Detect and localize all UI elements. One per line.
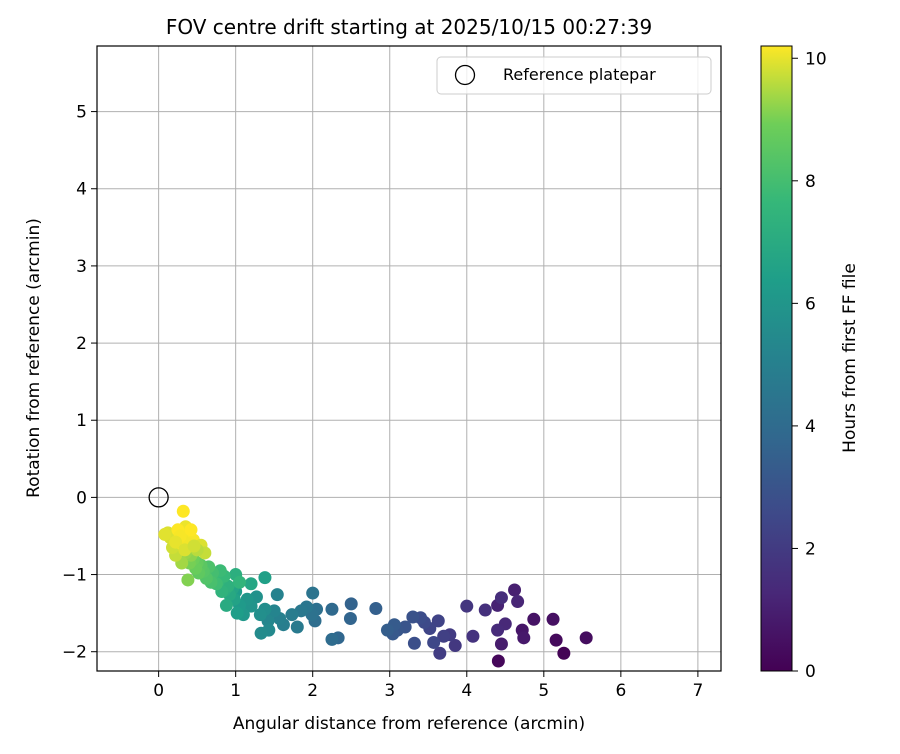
data-point [233,575,247,589]
data-point [546,612,560,626]
colorbar-tick-label: 6 [805,294,816,314]
y-axis-ticks: −2 −1 0 1 2 3 4 5 [62,103,97,663]
reference-marker [148,487,169,508]
data-point [254,626,268,640]
y-tick-label: 4 [76,180,87,200]
data-point [549,633,563,647]
data-point [406,610,420,624]
chart-title: FOV centre drift starting at 2025/10/15 … [166,15,652,39]
data-point [431,614,445,628]
data-point [244,577,258,591]
data-point [176,504,190,518]
data-point [491,623,505,637]
colorbar-tick-label: 8 [805,172,816,192]
y-tick-label: 0 [76,488,87,508]
data-point [494,637,508,651]
data-point [369,602,383,615]
x-tick-label: 7 [692,681,703,701]
colorbar-tick-label: 0 [805,662,816,682]
data-point [448,639,462,653]
reference-platepar-point [148,487,169,508]
data-point [285,608,299,622]
data-point [579,631,593,645]
data-point [169,535,183,549]
data-point [181,573,195,587]
data-point [433,646,447,660]
y-tick-label: −1 [62,566,87,586]
y-tick-label: −2 [62,643,87,663]
legend: Reference platepar [436,56,712,95]
x-axis-label: Angular distance from reference (arcmin) [233,714,585,734]
x-tick-label: 6 [615,681,626,701]
data-point [478,603,492,617]
data-point [230,606,244,620]
data-point [158,527,172,541]
data-point [270,588,284,602]
x-tick-label: 3 [384,681,395,701]
data-point [427,635,441,649]
x-tick-label: 5 [538,681,549,701]
colorbar-tick-label: 10 [805,49,827,69]
legend-label: Reference platepar [503,65,656,84]
data-point [460,599,474,613]
colorbar-ticks: 0 2 4 6 8 10 [792,49,827,682]
x-tick-label: 0 [153,681,164,701]
grid [97,46,721,671]
data-point [258,571,272,585]
data-point [491,654,505,668]
y-tick-label: 2 [76,334,87,354]
legend-box [436,56,712,95]
data-point [511,595,525,609]
y-tick-label: 3 [76,257,87,277]
x-axis-ticks: 0 1 2 3 4 5 6 7 [153,671,703,701]
data-point [184,523,198,537]
data-point [494,591,508,605]
data-point [380,623,394,637]
data-point [343,612,357,626]
colorbar-tick-label: 4 [805,417,816,437]
x-tick-label: 1 [230,681,241,701]
y-tick-label: 5 [76,103,87,123]
data-point [306,586,320,600]
data-point [344,597,358,611]
colorbar [760,45,793,672]
data-point [253,608,267,622]
data-point [527,612,541,626]
data-point [437,629,451,643]
x-tick-label: 2 [307,681,318,701]
data-point [187,539,201,553]
data-point [219,598,233,612]
legend-marker-icon [454,64,476,86]
data-point [508,583,522,597]
data-points [158,504,593,668]
data-point [407,636,421,650]
colorbar-tick-label: 2 [805,539,816,559]
y-axis-label: Rotation from reference (arcmin) [24,218,44,498]
data-point [325,632,339,646]
data-point [466,629,480,643]
colorbar-label: Hours from first FF file [840,263,860,453]
y-tick-label: 1 [76,411,87,431]
plot-frame [96,45,722,672]
x-tick-label: 4 [461,681,472,701]
data-point [325,602,339,616]
data-point [517,631,531,645]
data-point [290,620,304,634]
data-point [557,646,571,660]
